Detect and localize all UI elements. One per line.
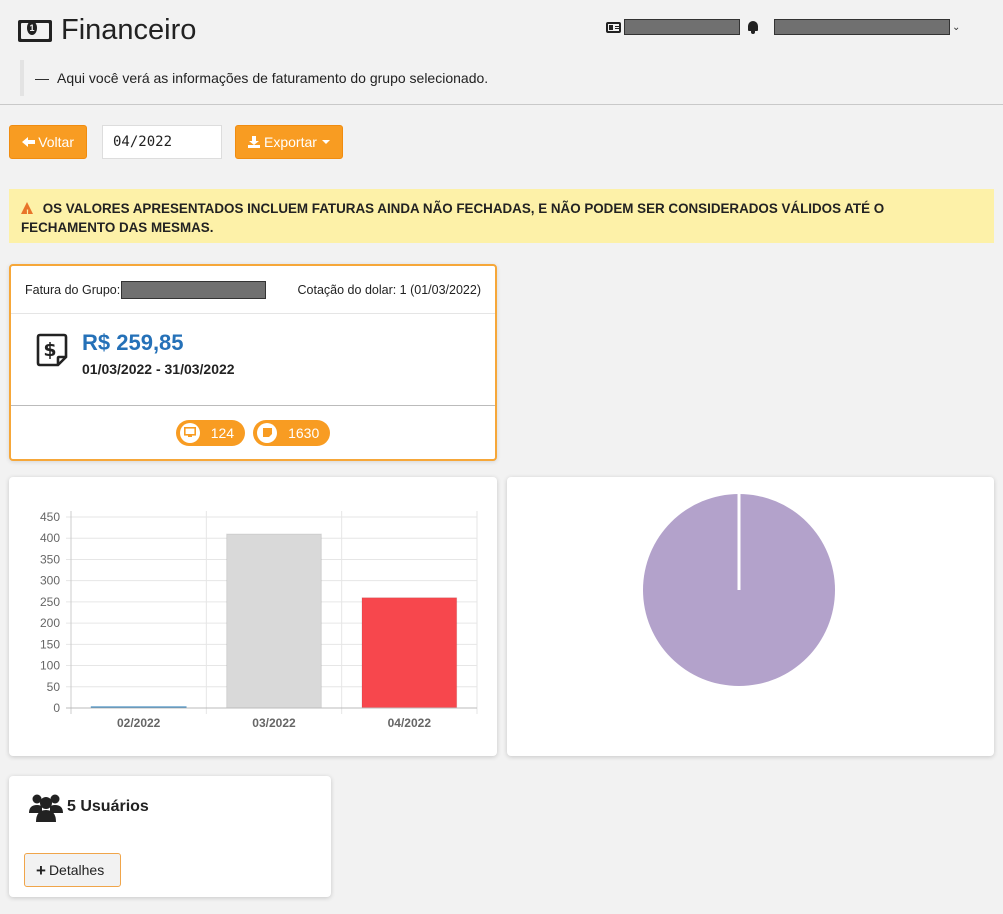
invoice-group: Fatura do Grupo:: [25, 280, 267, 299]
x-tick-label: 02/2022: [117, 716, 161, 730]
y-tick-label: 100: [40, 659, 60, 673]
devices-badge[interactable]: 124: [175, 419, 246, 446]
bell-icon[interactable]: [746, 20, 760, 34]
users-icon: [29, 794, 63, 822]
warning-alert: OS VALORES APRESENTADOS INCLUEM FATURAS …: [9, 189, 994, 243]
details-button-label: Detalhes: [48, 862, 105, 878]
invoice-amount: R$ 259,85: [82, 330, 184, 355]
page-subtitle: — Aqui você verá as informações de fatur…: [20, 60, 488, 96]
title-wrap: 1 Financeiro: [18, 14, 196, 47]
bar-chart-card: 0 50 100 150 200 250 300 350 400 450 02/2022 03/202…: [9, 477, 497, 756]
invoice-card: Fatura do Grupo: Cotação do dolar: 1 (01…: [9, 264, 497, 461]
chevron-down-icon[interactable]: ⌄: [952, 21, 961, 33]
y-tick-label: 300: [40, 574, 60, 588]
invoice-footer: 124 1630: [11, 406, 495, 459]
back-button[interactable]: Voltar: [9, 125, 87, 159]
note-icon: [257, 422, 278, 443]
plus-icon: +: [36, 860, 46, 880]
month-input[interactable]: [102, 125, 222, 159]
y-tick-label: 200: [40, 616, 60, 630]
pie-chart-card: [507, 477, 994, 756]
subtitle-text: Aqui você verá as informações de faturam…: [57, 70, 489, 86]
users-title: 5 Usuários: [29, 791, 149, 823]
export-button[interactable]: Exportar: [235, 125, 343, 159]
monitor-icon: [179, 422, 200, 443]
x-tick-label: 03/2022: [252, 716, 296, 730]
money-bill-icon: 1: [18, 19, 52, 42]
subtitle-dash: —: [35, 70, 49, 86]
id-card-icon: [606, 21, 621, 33]
y-tick-label: 150: [40, 637, 60, 651]
y-tick-label: 350: [40, 552, 60, 566]
notes-badge[interactable]: 1630: [253, 419, 331, 446]
x-tick-label: 04/2022: [388, 716, 432, 730]
invoice-body: $ R$ 259,85 01/03/2022 - 31/03/2022: [11, 314, 495, 406]
redacted-group: [121, 280, 267, 299]
svg-text:$: $: [43, 339, 56, 361]
warning-icon: [21, 202, 34, 223]
export-button-label: Exportar: [264, 134, 317, 150]
y-tick-label: 400: [40, 531, 60, 545]
users-card: 5 Usuários + Detalhes: [9, 776, 331, 897]
warning-text: OS VALORES APRESENTADOS INCLUEM FATURAS …: [21, 201, 885, 235]
redacted-user-name[interactable]: [774, 19, 950, 35]
page-header: 1 Financeiro — Aqui você verá as informa…: [0, 0, 1003, 105]
notes-count: 1630: [288, 424, 320, 441]
caret-down-icon: [321, 140, 330, 144]
y-tick-label: 250: [40, 595, 60, 609]
devices-count: 124: [210, 424, 235, 441]
toolbar: Voltar Exportar: [9, 125, 343, 159]
y-tick-label: 450: [40, 510, 60, 524]
bar-04-2022: [361, 597, 458, 709]
dollar-rate: Cotação do dolar: 1 (01/03/2022): [297, 282, 481, 297]
invoice-dollar-icon: $: [36, 333, 68, 367]
users-count-label: 5 Usuários: [67, 798, 149, 815]
invoice-period: 01/03/2022 - 31/03/2022: [82, 361, 235, 377]
y-tick-label: 50: [47, 680, 61, 694]
bar-03-2022: [226, 533, 322, 709]
y-tick-label: 0: [53, 701, 60, 715]
download-icon: [248, 136, 260, 148]
user-area: ⌄: [606, 19, 960, 35]
back-button-label: Voltar: [38, 134, 74, 150]
arrow-left-icon: [22, 136, 36, 148]
bar-chart: 0 50 100 150 200 250 300 350 400 450 02/2022 03/202…: [40, 510, 478, 730]
invoice-header: Fatura do Grupo: Cotação do dolar: 1 (01…: [11, 266, 495, 314]
invoice-group-label: Fatura do Grupo:: [25, 282, 121, 297]
redacted-group-name: [624, 19, 740, 35]
details-button[interactable]: + Detalhes: [24, 853, 121, 887]
pie-chart: [643, 494, 835, 686]
page-title: Financeiro: [61, 14, 197, 46]
